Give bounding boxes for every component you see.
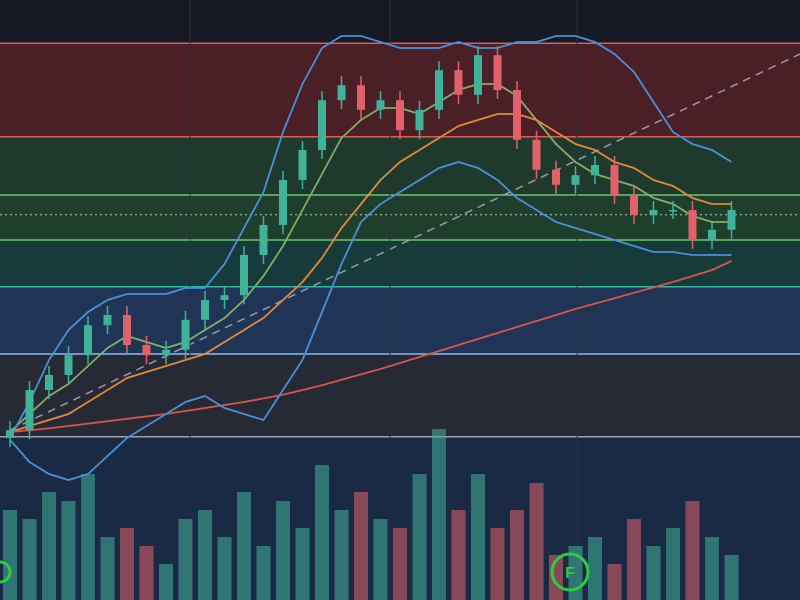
volume-bar [646, 546, 661, 600]
candle-body [162, 349, 170, 356]
candle-body [454, 70, 463, 95]
volume-bar [198, 510, 212, 600]
candle-body [649, 210, 658, 215]
volume-bar [42, 492, 56, 600]
candle-body [123, 315, 131, 345]
candle-body [474, 55, 482, 95]
volume-bar [159, 564, 173, 600]
candle-body [279, 180, 287, 225]
candle-body [318, 100, 326, 150]
candle-body [181, 319, 190, 350]
candle-body [669, 210, 677, 212]
candle-body [552, 169, 560, 185]
volume-bar [3, 510, 17, 600]
volume-bar [315, 465, 329, 600]
volume-bar [354, 492, 368, 600]
badge [550, 552, 590, 592]
volume-bar [295, 528, 310, 600]
overlay-line [9, 260, 732, 433]
overlay-line [9, 35, 732, 439]
candle-body [415, 109, 424, 131]
candle-body [532, 139, 541, 170]
volume-bar [120, 528, 134, 600]
candle-body [376, 100, 385, 110]
candle-body [64, 355, 73, 375]
level-band [0, 195, 800, 240]
volume-bar [100, 537, 115, 600]
candle-body [708, 229, 716, 240]
volume-bar [685, 501, 700, 600]
level-band [0, 354, 800, 437]
volume-bar [627, 519, 641, 600]
volume-bar [237, 492, 251, 600]
volume-bar [334, 510, 349, 600]
candle-body [142, 345, 151, 356]
volume-bar [471, 474, 485, 600]
volume-bar [451, 510, 466, 600]
candle-body [259, 225, 268, 255]
volume-bar [178, 519, 193, 600]
candle-body [727, 210, 736, 230]
overlay-line [9, 161, 732, 481]
candle-body [610, 165, 619, 195]
volume-bar [22, 519, 37, 600]
volume-bar [588, 537, 602, 600]
volume-bar [490, 528, 505, 600]
candle-body [25, 390, 34, 431]
volume-bar [432, 429, 446, 600]
candle-body [493, 55, 502, 90]
volume-bar [81, 474, 95, 600]
volume-bar [607, 564, 622, 600]
volume-bar [529, 483, 544, 600]
candle-body [103, 315, 112, 326]
candle-body [357, 85, 365, 110]
volume-bar [217, 537, 232, 600]
volume-bar [276, 501, 290, 600]
level-band [0, 286, 800, 354]
volume-bar [666, 528, 680, 600]
candle-body [630, 195, 638, 215]
volume-bar [256, 546, 271, 600]
volume-bar [412, 474, 427, 600]
candle-body [396, 100, 404, 131]
candle-body [298, 150, 307, 180]
candle-body [688, 210, 697, 240]
candle-body [240, 255, 248, 296]
volume-bar [705, 537, 719, 600]
volume-bar [510, 510, 524, 600]
candle-body [571, 175, 580, 185]
level-band [0, 240, 800, 287]
candle-body [435, 70, 443, 110]
badge-label: F [565, 565, 575, 582]
overlay-line [9, 113, 732, 433]
trend-line [9, 53, 800, 431]
candle-body [591, 165, 599, 176]
candle-body [513, 90, 521, 140]
candle-body [6, 430, 14, 438]
volume-bar [61, 501, 76, 600]
volume-bar [139, 546, 154, 600]
candle-body [201, 300, 209, 320]
badge-partial [0, 560, 12, 584]
candle-body [220, 295, 229, 300]
candle-body [84, 325, 92, 356]
level-band [0, 136, 800, 195]
candle-body [337, 85, 346, 101]
volume-bar [373, 519, 388, 600]
candle-body [45, 375, 53, 390]
volume-bar [724, 555, 739, 600]
volume-bar [393, 528, 407, 600]
